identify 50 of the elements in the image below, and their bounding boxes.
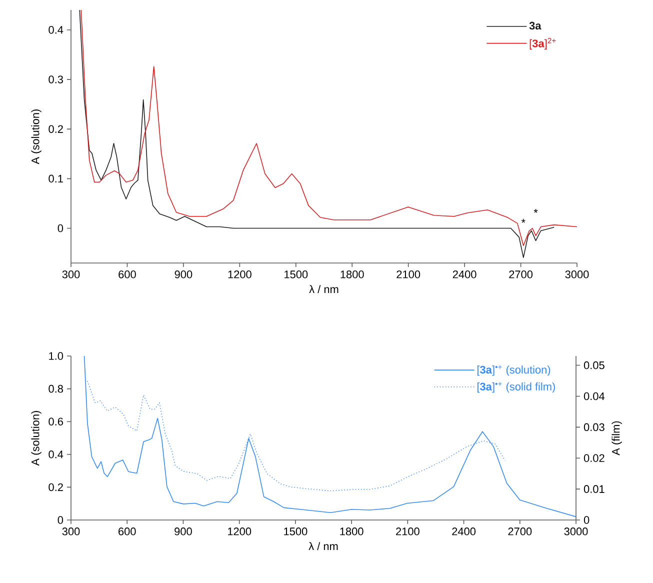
y-tick-label: 0.2 — [48, 125, 63, 133]
legend-label: [3a]$^{•+}$ (solution) — [477, 365, 550, 376]
y2-tick-label: 0 — [584, 516, 590, 524]
y-tick-label: 0.2 — [48, 483, 63, 492]
x-tick-label: 2100 — [396, 270, 420, 278]
legend-label: 3a — [529, 22, 542, 30]
x-tick-label: 900 — [174, 528, 192, 536]
y2-tick-label: 0.03 — [584, 423, 604, 432]
y-axis-title: A (solution) — [31, 410, 42, 466]
line-series — [84, 356, 576, 518]
x-tick-label: 2700 — [509, 270, 533, 278]
y-tick-label: 0.1 — [48, 174, 63, 183]
y2-tick-label: 0.05 — [584, 361, 604, 370]
y-tick-label: 0.6 — [48, 418, 63, 426]
x-tick-label: 1500 — [284, 528, 308, 536]
annotation: * — [521, 218, 526, 223]
legend-label: [3a]$^{•+}$ (solid film) — [477, 382, 555, 393]
y2-tick-label: 0.02 — [584, 454, 604, 462]
x-tick-label: 2400 — [452, 270, 476, 278]
x-tick-label: 1800 — [340, 270, 364, 278]
y2-axis-title: A (film) — [612, 421, 622, 456]
y-axis-title: A (solution) — [31, 109, 42, 164]
annotation: * — [534, 208, 538, 213]
y-tick-label: 0 — [58, 224, 64, 232]
x-axis-title: λ / nm — [309, 285, 338, 294]
x-tick-label: 2700 — [508, 528, 532, 536]
x-tick-label: 1800 — [340, 528, 364, 536]
x-tick-label: 600 — [118, 528, 136, 536]
y-tick-label: 0 — [58, 516, 64, 524]
legend-label: [3a]$^{2+}$ — [530, 38, 556, 50]
x-tick-label: 3000 — [564, 528, 588, 536]
x-axis-title: λ / nm — [308, 542, 338, 550]
x-tick-label: 1500 — [284, 270, 308, 278]
y-tick-label: 0.4 — [48, 450, 64, 458]
y-tick-label: 0.4 — [48, 26, 64, 34]
y-tick-label: 0.8 — [48, 384, 63, 393]
x-tick-label: 1200 — [228, 528, 252, 536]
y2-tick-label: 0.04 — [584, 392, 605, 400]
x-tick-label: 2400 — [452, 528, 476, 536]
y-tick-label: 1.0 — [49, 352, 64, 360]
x-tick-label: 3000 — [565, 270, 589, 278]
x-tick-label: 1200 — [228, 270, 252, 278]
line-series — [87, 380, 506, 492]
y2-tick-label: 0.01 — [584, 485, 604, 493]
y-tick-label: 0.3 — [48, 76, 63, 84]
x-tick-label: 2100 — [396, 528, 420, 536]
x-tick-label: 600 — [118, 270, 136, 278]
x-tick-label: 900 — [174, 270, 192, 278]
x-tick-label: 300 — [62, 270, 80, 278]
x-tick-label: 300 — [62, 528, 80, 536]
